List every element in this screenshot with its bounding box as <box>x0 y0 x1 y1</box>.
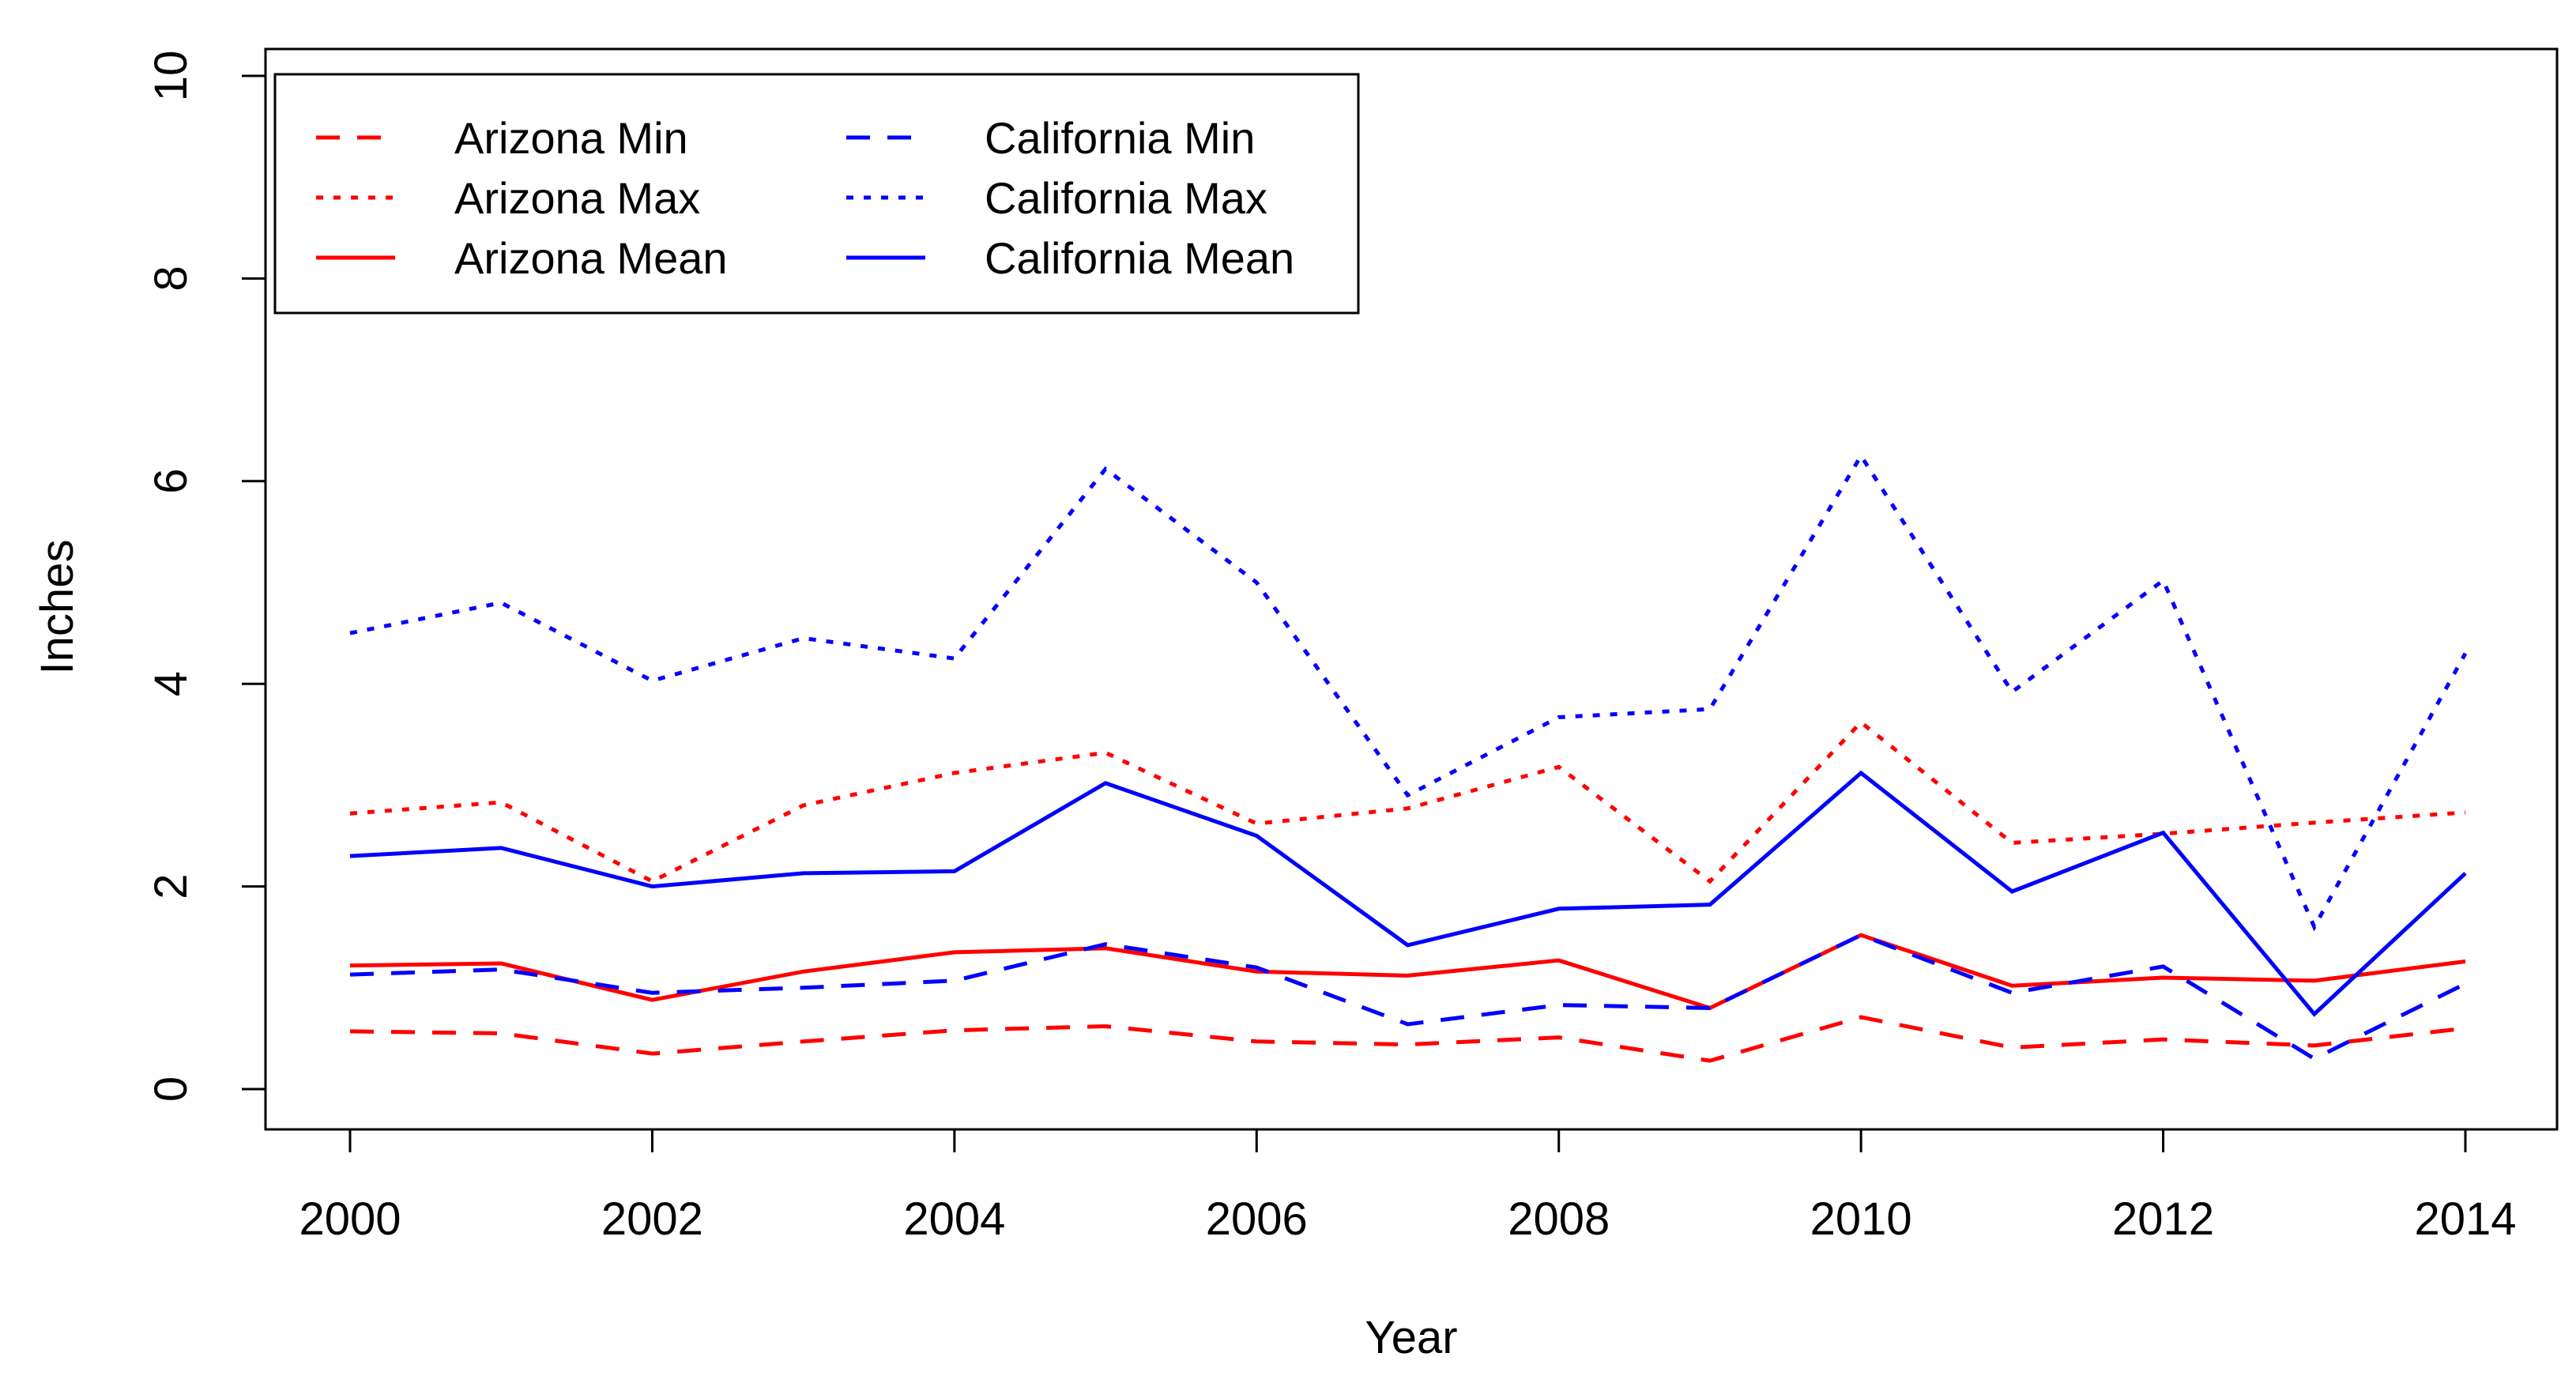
series-arizona-mean <box>349 933 2466 1011</box>
x-tick-label: 2004 <box>903 1193 1005 1245</box>
series-layer <box>349 451 2468 1063</box>
legend-label: Arizona Min <box>454 113 688 163</box>
series-california-min <box>349 933 2467 1061</box>
legend-entry: Arizona Mean <box>316 233 728 283</box>
x-tick-label: 2008 <box>1508 1193 1610 1245</box>
series-line <box>349 1015 2466 1063</box>
legend-label: California Mean <box>985 233 1294 283</box>
y-tick-label: 2 <box>145 873 197 899</box>
legend-box <box>273 73 1360 315</box>
series-california-mean <box>349 770 2467 1017</box>
x-axis-title: Year <box>1365 1312 1457 1363</box>
legend-label: California Max <box>985 173 1267 223</box>
y-tick-label: 0 <box>145 1076 197 1102</box>
x-tick-label: 2010 <box>1810 1193 1912 1245</box>
y-tick-label: 10 <box>145 51 197 102</box>
series-line <box>349 719 2466 884</box>
y-tick-label: 4 <box>145 671 197 696</box>
series-line <box>349 933 2467 1061</box>
legend-entry: California Mean <box>846 233 1294 283</box>
x-tick-label: 2012 <box>2112 1193 2214 1245</box>
series-line <box>349 770 2467 1017</box>
y-axis-title: Inches <box>32 540 83 675</box>
y-tick-label: 6 <box>145 469 197 494</box>
legend-label: Arizona Max <box>454 173 700 223</box>
legend-entry: Arizona Max <box>316 173 700 223</box>
x-tick-label: 2014 <box>2414 1193 2516 1245</box>
legend-label: Arizona Mean <box>454 233 728 283</box>
series-line <box>349 451 2468 932</box>
x-tick-label: 2000 <box>299 1193 401 1245</box>
x-axis: 2000 2002 2004 2006 2008 2010 2012 2014 <box>299 1128 2517 1245</box>
y-tick-label: 8 <box>145 266 197 291</box>
x-tick-label: 2006 <box>1206 1193 1308 1245</box>
y-axis: 0 2 4 6 8 10 <box>145 51 267 1102</box>
legend: Arizona Min Arizona Max Arizona Mean Califo… <box>273 73 1360 315</box>
legend-label: California Min <box>985 113 1255 163</box>
series-california-max <box>349 451 2468 932</box>
series-arizona-max <box>349 719 2466 884</box>
legend-entry: California Min <box>846 113 1255 163</box>
legend-entries: Arizona Min Arizona Max Arizona Mean Califo… <box>316 113 1294 283</box>
series-arizona-min <box>349 1015 2466 1063</box>
x-tick-label: 2002 <box>601 1193 703 1245</box>
legend-entry: California Max <box>846 173 1267 223</box>
series-line <box>349 933 2466 1011</box>
legend-entry: Arizona Min <box>316 113 688 163</box>
